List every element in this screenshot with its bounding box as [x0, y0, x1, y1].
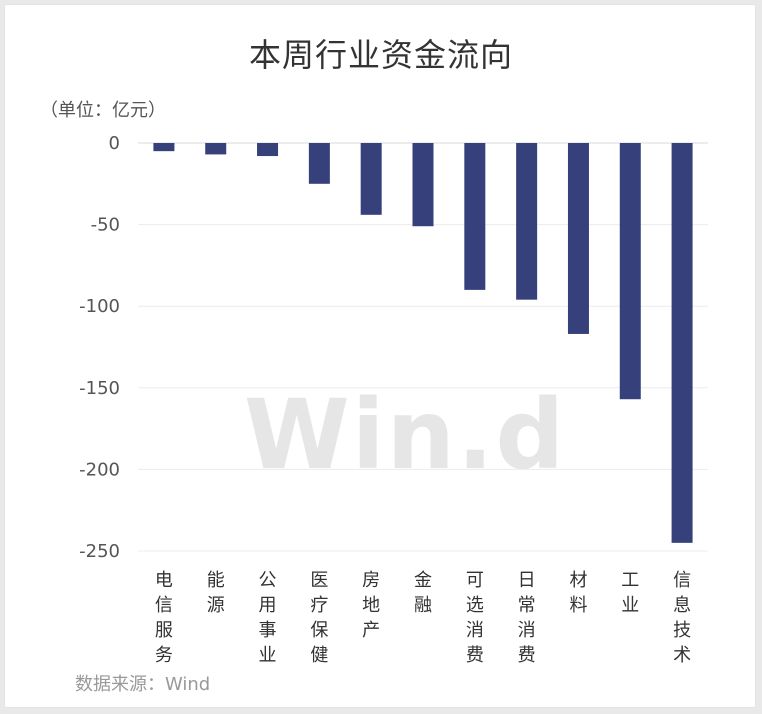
bar — [360, 143, 382, 215]
x-tick-label: 可选消费 — [466, 570, 484, 666]
bar — [308, 143, 330, 184]
bar — [671, 143, 693, 543]
unit-label: （单位：亿元） — [40, 100, 166, 121]
bar — [412, 143, 434, 227]
bar — [567, 143, 589, 334]
source-note: 数据来源：Wind — [75, 674, 211, 695]
x-tick-label: 工业 — [621, 570, 639, 616]
x-tick-label: 信息技术 — [673, 570, 691, 666]
x-tick-label: 材料 — [569, 570, 587, 616]
x-tick-label: 公用事业 — [259, 570, 277, 666]
x-tick-label: 能源 — [207, 570, 225, 616]
y-tick-label: -150 — [79, 378, 120, 399]
y-tick-label: 0 — [109, 133, 120, 154]
bar — [464, 143, 486, 290]
x-tick-label: 房地产 — [362, 570, 380, 641]
bar — [205, 143, 227, 155]
bars — [153, 143, 693, 543]
chart-title: 本周行业资金流向 — [248, 36, 513, 74]
x-tick-label: 日常消费 — [518, 570, 536, 666]
y-tick-label: -100 — [79, 296, 120, 317]
bar — [257, 143, 279, 157]
y-tick-label: -50 — [91, 215, 120, 236]
y-axis-ticks: 0 -50 -100 -150 -200 -250 — [79, 133, 120, 562]
bar — [153, 143, 175, 152]
watermark: Win.d — [244, 379, 566, 491]
x-tick-label: 金融 — [414, 570, 432, 616]
bar — [516, 143, 538, 300]
x-tick-label: 医疗保健 — [310, 570, 328, 666]
grid-lines — [138, 142, 708, 552]
y-tick-label: -250 — [79, 541, 120, 562]
x-tick-label: 电信服务 — [155, 570, 173, 666]
y-tick-label: -200 — [79, 459, 120, 480]
bar — [619, 143, 641, 400]
